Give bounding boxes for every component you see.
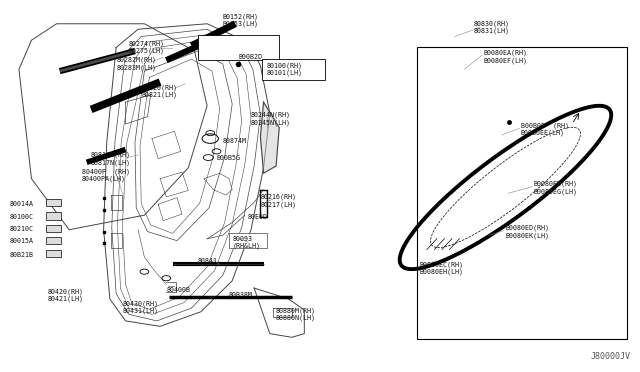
Text: B00B0E  (RH)
B00B0EE(LH): B00B0E (RH) B00B0EE(LH) [521, 122, 569, 137]
Bar [46, 212, 61, 219]
Text: B0080EB(RH)
B0080EG(LH): B0080EB(RH) B0080EG(LH) [533, 181, 577, 195]
Text: 80400P  (RH)
80400PA(LH): 80400P (RH) 80400PA(LH) [82, 168, 130, 182]
Text: 80216(RH)
80217(LH): 80216(RH) 80217(LH) [260, 193, 296, 208]
Text: 80820(RH)
80821(LH): 80820(RH) 80821(LH) [141, 84, 177, 98]
Text: 80015A: 80015A [10, 238, 33, 244]
Polygon shape [260, 102, 279, 173]
Bar [262, 60, 325, 80]
Text: 80816N(RH)
80817N(LH): 80816N(RH) 80817N(LH) [91, 152, 131, 166]
Text: 80420(RH)
80421(LH): 80420(RH) 80421(LH) [47, 288, 83, 302]
Text: 80430(RH)
80431(LH): 80430(RH) 80431(LH) [122, 300, 159, 314]
Text: 80B38M: 80B38M [229, 292, 253, 298]
Text: B0080ED(RH)
B0080EK(LH): B0080ED(RH) B0080EK(LH) [505, 225, 549, 238]
Text: 80210C: 80210C [10, 226, 33, 232]
Bar [198, 35, 279, 60]
Text: 80400B: 80400B [166, 287, 190, 293]
Text: 80282M(RH)
80283M(LH): 80282M(RH) 80283M(LH) [116, 57, 156, 71]
Bar [229, 233, 267, 248]
Text: 80B21B: 80B21B [10, 251, 33, 257]
Text: 80874M: 80874M [223, 138, 247, 144]
Text: J80000JV: J80000JV [591, 352, 630, 361]
Text: B0080EC(RH)
B0080EH(LH): B0080EC(RH) B0080EH(LH) [419, 261, 463, 275]
Bar [46, 225, 61, 232]
Text: 80100(RH)
80101(LH): 80100(RH) 80101(LH) [267, 62, 303, 76]
Text: 80244N(RH)
80245N(LH): 80244N(RH) 80245N(LH) [251, 112, 291, 126]
Bar [46, 199, 61, 206]
Text: 80093
(RH&LH): 80093 (RH&LH) [232, 236, 260, 249]
Text: 80014A: 80014A [10, 201, 33, 207]
Bar [46, 237, 61, 244]
Text: 80274(RH)
80275(LH): 80274(RH) 80275(LH) [129, 41, 164, 54]
Text: 80841: 80841 [198, 258, 218, 264]
Text: B00B5G: B00B5G [216, 155, 241, 161]
Text: 80E0D: 80E0D [248, 214, 268, 220]
Bar [417, 48, 627, 339]
Text: 80100C: 80100C [10, 214, 33, 220]
Text: B0152(RH)
B0153(LH): B0152(RH) B0153(LH) [223, 13, 259, 27]
Bar [46, 250, 61, 257]
Text: B00B2D: B00B2D [239, 54, 262, 60]
Text: 80880M(RH)
80880N(LH): 80880M(RH) 80880N(LH) [276, 307, 316, 321]
Text: B0080EA(RH)
B0080EF(LH): B0080EA(RH) B0080EF(LH) [483, 49, 527, 64]
Text: 80830(RH)
80831(LH): 80830(RH) 80831(LH) [474, 20, 509, 35]
